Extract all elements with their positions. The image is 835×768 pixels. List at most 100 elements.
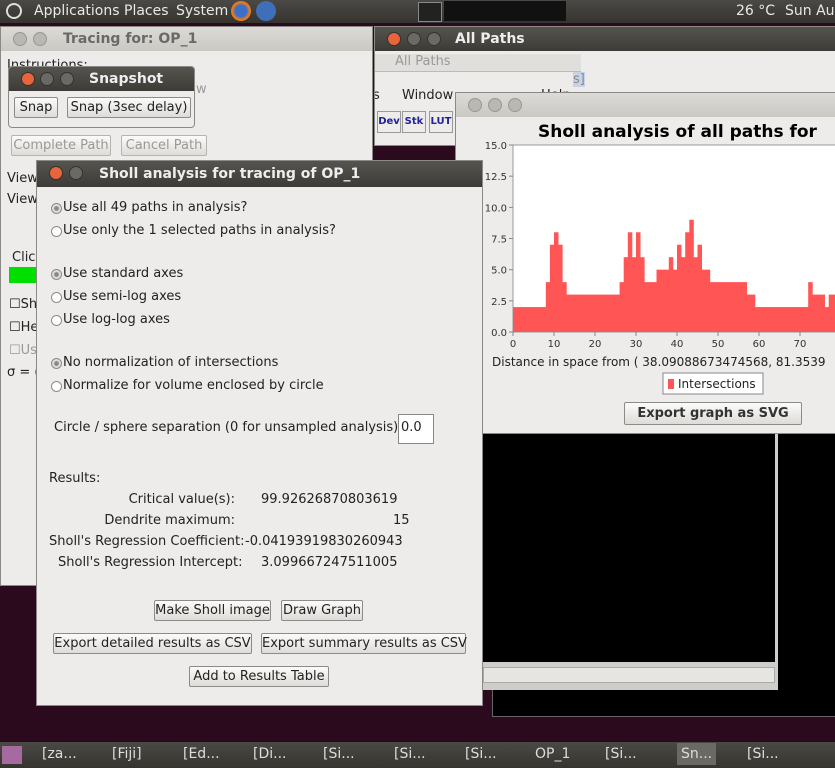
terminal-icon[interactable] bbox=[418, 2, 442, 22]
label: Normalize for volume enclosed by circle bbox=[63, 378, 324, 393]
tool-button[interactable]: Stk bbox=[402, 111, 426, 133]
task-button[interactable]: [Si... bbox=[465, 746, 497, 762]
button[interactable]: Export graph as SVG bbox=[624, 402, 802, 425]
button[interactable]: Draw Graph bbox=[281, 600, 363, 621]
decoration bbox=[387, 32, 401, 46]
bar bbox=[787, 307, 793, 332]
help-icon[interactable] bbox=[256, 1, 276, 21]
bar bbox=[640, 257, 645, 332]
radio[interactable] bbox=[51, 226, 62, 237]
decoration bbox=[488, 98, 502, 112]
task-button[interactable]: [Si... bbox=[605, 746, 637, 762]
tool-button[interactable]: Dev bbox=[377, 111, 401, 133]
button[interactable]: Export summary results as CSV bbox=[261, 633, 467, 654]
task-button[interactable]: [Si... bbox=[394, 746, 426, 762]
bar bbox=[726, 282, 731, 332]
label: View bbox=[7, 171, 38, 186]
chart: Sholl analysis of all paths for 0.0 2.5 5.0… bbox=[467, 122, 835, 395]
scrollbar[interactable] bbox=[483, 667, 775, 683]
bar bbox=[681, 257, 686, 332]
decoration bbox=[33, 32, 47, 46]
button[interactable]: Add to Results Table bbox=[189, 666, 329, 687]
task-button[interactable]: [za... bbox=[42, 746, 77, 762]
x-tick-label: 70 bbox=[794, 339, 807, 350]
label: Circle / sphere separation (0 for unsamp… bbox=[54, 420, 399, 435]
bar bbox=[685, 232, 690, 332]
list-row[interactable]: s] bbox=[573, 72, 585, 87]
button[interactable]: Snap bbox=[14, 97, 58, 118]
title-bar: Snapshot bbox=[9, 67, 194, 91]
show-desktop[interactable] bbox=[2, 746, 22, 764]
label: w bbox=[196, 82, 207, 97]
y-tick-label: 0.0 bbox=[491, 328, 507, 339]
checkbox[interactable]: ☐Us bbox=[9, 343, 37, 358]
label: He bbox=[20, 320, 39, 335]
button[interactable]: Snap (3sec delay) bbox=[67, 97, 191, 118]
radio[interactable] bbox=[51, 292, 62, 303]
tool-button[interactable]: LUT bbox=[429, 111, 453, 133]
bar bbox=[771, 307, 776, 332]
bar bbox=[775, 307, 780, 332]
color-swatch[interactable] bbox=[9, 267, 37, 283]
temperature: 26 °C bbox=[736, 3, 776, 19]
bar bbox=[791, 307, 797, 332]
bar bbox=[759, 307, 764, 332]
task-button[interactable]: [Di... bbox=[253, 746, 287, 762]
bar bbox=[517, 307, 522, 332]
clock[interactable]: Sun Aug bbox=[785, 3, 835, 19]
bar bbox=[582, 294, 588, 332]
button[interactable]: Make Sholl image bbox=[154, 600, 271, 621]
menu[interactable]: Applications bbox=[34, 3, 120, 19]
bar bbox=[800, 307, 805, 332]
menu[interactable]: s bbox=[375, 88, 380, 103]
radio[interactable] bbox=[51, 381, 62, 392]
decoration bbox=[60, 72, 74, 86]
bar bbox=[570, 294, 575, 332]
y-tick-label: 15.0 bbox=[485, 141, 507, 152]
bar bbox=[652, 282, 657, 332]
ubuntu-logo[interactable] bbox=[6, 3, 22, 19]
bar bbox=[566, 294, 571, 332]
bar bbox=[783, 307, 789, 332]
menu[interactable]: Places bbox=[124, 3, 169, 19]
task-button[interactable]: [Si... bbox=[323, 746, 355, 762]
radio[interactable] bbox=[51, 358, 62, 369]
window-title: All Paths bbox=[455, 31, 525, 47]
window-title: Sholl analysis for tracing of OP_1 bbox=[99, 166, 361, 182]
button[interactable]: Complete Path bbox=[11, 135, 111, 156]
bar bbox=[603, 294, 608, 332]
result-value: 15 bbox=[393, 513, 410, 528]
bar bbox=[656, 269, 661, 332]
bar bbox=[554, 232, 559, 332]
bar bbox=[816, 294, 821, 332]
bar bbox=[767, 307, 772, 332]
bar bbox=[820, 294, 825, 332]
menu[interactable]: System bbox=[176, 3, 229, 19]
button[interactable]: Cancel Path bbox=[121, 135, 207, 156]
bar bbox=[525, 307, 530, 332]
task-button[interactable]: [Ed... bbox=[183, 746, 220, 762]
title-bar: Sholl analysis for tracing of OP_1 bbox=[37, 161, 482, 187]
radio[interactable] bbox=[51, 315, 62, 326]
task-button[interactable]: Sn... bbox=[677, 743, 717, 765]
radio[interactable] bbox=[51, 203, 62, 214]
text-field[interactable]: 0.0 bbox=[398, 414, 434, 444]
x-tick-label: 50 bbox=[712, 339, 725, 350]
checkbox[interactable]: ☐Sh bbox=[9, 297, 38, 312]
top-panel bbox=[0, 0, 835, 23]
bar bbox=[541, 307, 547, 332]
bar bbox=[607, 294, 612, 332]
task-button[interactable]: OP_1 bbox=[535, 746, 571, 762]
window-title: Tracing for: OP_1 bbox=[63, 31, 198, 47]
menu[interactable]: Window bbox=[402, 88, 454, 103]
bar bbox=[549, 244, 555, 332]
firefox-icon[interactable] bbox=[231, 1, 251, 21]
button[interactable]: Export detailed results as CSV bbox=[53, 633, 252, 654]
radio[interactable] bbox=[51, 269, 62, 280]
task-button[interactable]: [Si... bbox=[747, 746, 779, 762]
checkbox[interactable]: ☐He bbox=[9, 320, 39, 335]
image-window bbox=[480, 430, 778, 690]
task-button[interactable]: [Fiji] bbox=[112, 746, 142, 762]
bar bbox=[611, 294, 616, 332]
